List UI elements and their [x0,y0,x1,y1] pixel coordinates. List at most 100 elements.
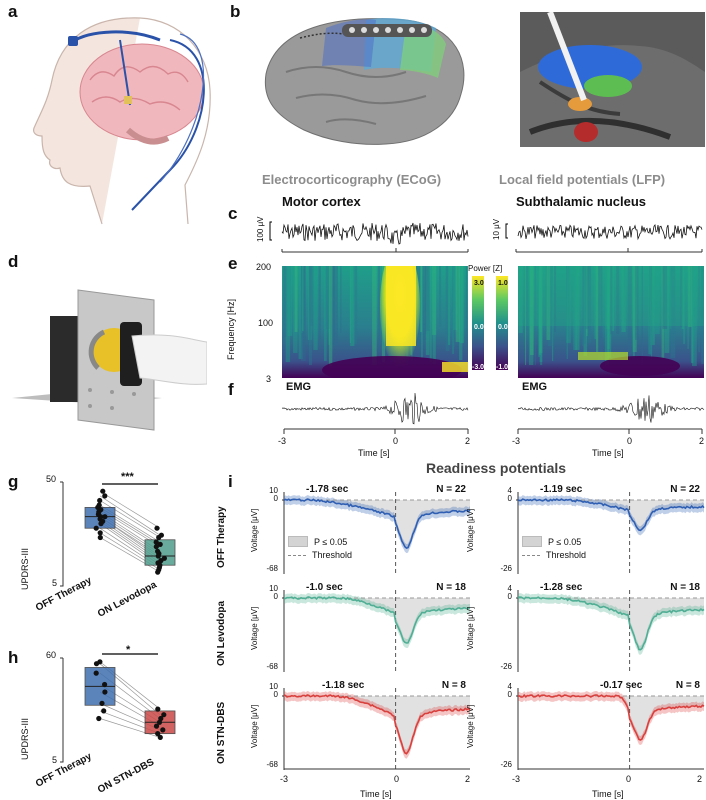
colorbars [472,276,508,370]
stn-heading: Subthalamic nucleus [516,194,647,209]
rotational-handle-device [12,289,207,431]
spectrogram-stripe [616,266,620,334]
spectrogram-stripe [632,266,637,352]
subject-dot [93,525,99,531]
significance-area [550,597,704,650]
subject-dot [157,541,163,547]
spectrogram-stripe [539,266,542,327]
spectrogram-stripe [328,266,333,366]
rp-ylabel: Voltage [μV] [466,508,475,552]
rp-onset-label: -1.78 sec [306,484,349,495]
f-xtick-right-2: 0 [627,436,633,446]
spectrogram-stripe [525,266,527,365]
lfp-spectrogram [518,266,704,378]
spectrogram-stripe [680,266,683,327]
i-xlabel-right: Time [s] [592,789,624,799]
paired-line [99,718,161,738]
spectrogram-stripe [324,266,327,361]
motor-cortex-heading: Motor cortex [282,194,361,209]
mean-potential-line [283,596,470,644]
panel-label-d: d [8,252,19,271]
spec-ytick-3: 3 [266,374,272,384]
cbar-ecog-max: 3.0 [474,280,484,287]
panel-label-f: f [228,380,234,399]
spectrogram-stripe [641,266,643,365]
rp-ytick: 10 [269,486,278,495]
spectrogram-stripe [690,266,694,348]
rp-ytick: -68 [266,760,278,769]
cbar-lfp-max: 1.0 [498,280,508,287]
rp-ytick: 10 [269,584,278,593]
spectrogram-stripe [582,266,585,346]
spectrogram-stripe [607,266,612,358]
panel-label-g: g [8,472,19,491]
subject-dot [153,723,160,729]
rp-ytick: -26 [500,564,512,573]
spectrogram-ylabel: Frequency [Hz] [226,298,236,360]
spectrogram-stripe [650,266,655,345]
h-significance: * [126,644,131,656]
mean-potential-line [283,694,471,755]
spectrogram-stripe [285,266,291,362]
stn-blob [584,75,632,97]
ecog-strip-lead [71,30,161,44]
spectrogram-stripe [632,266,635,358]
spectrogram-stripe [425,266,429,334]
cbar-title: Power [Z] [468,264,503,273]
rp-axis [282,688,285,770]
spec-ytick-100: 100 [258,318,274,328]
spectrogram-stripe [287,266,291,332]
spectrogram-stripe [681,266,684,329]
g-ytick-5: 5 [52,578,58,588]
spec-ytick-200: 200 [256,262,272,272]
f-xtick-left-3: 2 [465,436,471,446]
spectrogram-stripe [461,266,463,343]
spectrogram-stripe [692,266,697,366]
spectrogram-stripe [566,266,568,359]
paired-line [99,500,161,538]
panel-label-i: i [228,472,233,491]
spectrogram-stripe [350,266,355,346]
g-boxplot [60,481,176,587]
emg-label-lfp: EMG [522,381,548,393]
spectrogram-stripe [573,266,577,350]
spectrogram-stripe [687,266,689,349]
rp-n-label: N = 18 [436,582,466,593]
rp-n-label: N = 8 [675,680,700,691]
spectrogram-stripe [422,266,427,340]
spectrogram-stripe [669,266,672,329]
rp-axis [282,590,285,672]
spectrogram-stripe [425,266,430,355]
rp-axis [282,492,285,574]
spectrogram-stripe [293,266,298,353]
spectrogram-stripe [688,266,692,327]
spectrogram-stripe [318,266,321,347]
lfp-raw-trace [505,223,703,253]
spectrogram-stripe [538,266,542,355]
mri-stn-illustration [520,12,705,147]
rp-plot [282,688,471,770]
i-xtick-left-3: 2 [465,774,471,784]
rp-ytick: 0 [507,494,512,503]
rp-ylabel: Voltage [μV] [466,606,475,650]
subject-dot [156,534,162,541]
legend-significance: P ≤ 0.05 [288,536,347,547]
spectrogram-stripe [429,266,432,362]
f-xtick-right-1: -3 [512,436,521,446]
mean-potential-line [517,693,705,741]
rp-onset-label: -0.17 sec [600,680,643,691]
lfp-heading: Local field potentials (LFP) [499,172,666,187]
subject-dot [153,544,159,550]
rp-plot [516,590,705,672]
spectrogram-stripe [313,266,318,350]
mean-potential-line [283,498,471,549]
spectrogram-stripe [654,266,660,334]
spectrogram-stripe [566,266,571,343]
cbar-lfp-mid: 0.0 [498,324,508,331]
dbs-lead [119,39,131,106]
spectrogram-stripe [596,266,599,352]
f-xtick-left-1: -3 [278,436,287,446]
spectrogram-stripe [634,266,639,340]
ecog-heading: Electrocorticography (ECoG) [262,172,442,187]
spectrogram-stripe [540,266,543,365]
